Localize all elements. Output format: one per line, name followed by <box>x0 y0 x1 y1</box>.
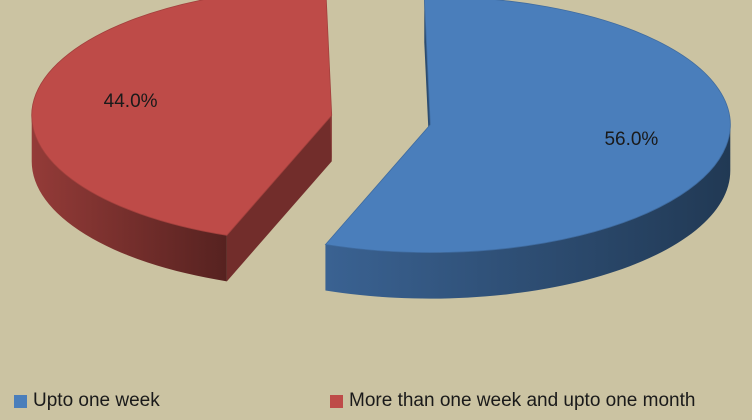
slice-rim <box>325 124 731 299</box>
legend-swatch-red <box>330 394 343 408</box>
slice-top <box>31 0 333 236</box>
pie-slice-2: 44.0% <box>31 0 333 282</box>
legend-label: More than one week and upto one month <box>349 390 696 411</box>
legend-label: Upto one week <box>33 390 160 411</box>
legend-item-upto-one-week: Upto one week <box>14 390 160 412</box>
data-label: 44.0% <box>104 91 158 112</box>
slice-cut-face <box>226 115 332 282</box>
slice-top <box>324 0 731 253</box>
legend-swatch-blue <box>14 394 27 408</box>
legend-item-more-than-one-week: More than one week and upto one month <box>330 390 695 412</box>
pie-slice-1: 56.0% <box>324 0 731 299</box>
data-label: 56.0% <box>604 129 658 150</box>
slice-rim <box>31 115 227 282</box>
